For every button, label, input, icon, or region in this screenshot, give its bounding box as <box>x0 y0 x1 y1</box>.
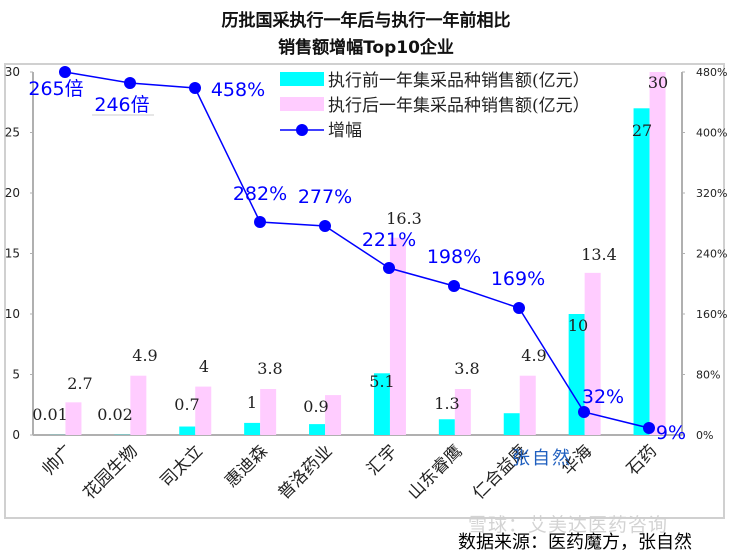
growth-marker <box>254 216 266 228</box>
bar-after <box>520 376 536 435</box>
bar-after-label: 13.4 <box>581 245 617 264</box>
data-source: 数据来源：医药魔方，张自然 <box>458 528 692 554</box>
growth-label: 9% <box>656 422 686 444</box>
bar-before-label: 5.1 <box>369 372 394 391</box>
bar-before-label: 1 <box>247 393 257 412</box>
y-left-tick: 20 <box>5 186 20 200</box>
bar-before-label: 0.9 <box>303 397 328 416</box>
bar-before-label: 0.02 <box>97 405 133 424</box>
legend-swatch-after <box>280 97 324 111</box>
bar-before <box>634 108 650 435</box>
growth-label: 32% <box>582 386 624 408</box>
growth-label: 265倍 <box>28 78 83 100</box>
bar-after-label: 3.8 <box>454 359 479 378</box>
x-category-label: 帅广 <box>39 441 77 479</box>
y-right-tick: 0% <box>696 429 713 442</box>
bar-before-label: 27 <box>632 121 652 140</box>
bar-before <box>179 427 195 435</box>
bar-after-label: 4 <box>199 357 209 376</box>
y-right-tick: 240% <box>696 248 727 261</box>
bar-after <box>260 389 276 435</box>
y-right-tick: 320% <box>696 187 727 200</box>
bar-before-label: 1.3 <box>434 394 459 413</box>
growth-marker <box>319 220 331 232</box>
bar-after-label: 2.7 <box>67 374 92 393</box>
y-right-tick: 80% <box>696 369 720 382</box>
legend-label-growth: 增幅 <box>328 121 362 141</box>
growth-label: 198% <box>427 246 481 268</box>
bar-after-label: 4.9 <box>521 346 546 365</box>
bar-after-label: 3.8 <box>257 359 282 378</box>
y-left-tick: 30 <box>5 65 20 79</box>
legend-label-before: 执行前一年集采品种销售额(亿元） <box>328 71 590 91</box>
bar-before <box>504 413 520 435</box>
y-left-tick: 5 <box>12 368 20 382</box>
growth-label: 458% <box>211 79 265 101</box>
x-category-label: 普洛药业 <box>274 441 336 503</box>
y-left-tick: 25 <box>5 126 20 140</box>
bar-after-label: 30 <box>648 73 668 92</box>
bar-before-label: 0.7 <box>174 395 199 414</box>
x-category-label: 汇宇 <box>363 441 401 479</box>
growth-marker <box>513 302 525 314</box>
author-mark: 张自然 <box>512 444 572 470</box>
growth-marker <box>124 77 136 89</box>
growth-label: 169% <box>491 268 545 290</box>
x-category-label: 石药 <box>623 441 661 479</box>
x-category-label: 山东睿鹰 <box>404 441 466 503</box>
bar-after-label: 16.3 <box>386 209 422 228</box>
x-category-label: 司太立 <box>157 441 207 491</box>
bar-before-label: 10 <box>568 316 588 335</box>
y-left-tick: 10 <box>5 307 20 321</box>
growth-marker <box>448 280 460 292</box>
legend-swatch-before <box>280 72 324 86</box>
bar-before <box>309 424 325 435</box>
growth-marker <box>383 262 395 274</box>
growth-marker <box>643 422 655 434</box>
growth-label: 277% <box>298 186 352 208</box>
y-left-tick: 0 <box>12 428 20 442</box>
bar-before <box>439 419 455 435</box>
growth-label: 221% <box>362 229 416 251</box>
legend-label-after: 执行后一年集采品种销售额(亿元） <box>328 96 590 116</box>
growth-label: 246倍 <box>94 94 149 116</box>
y-left-tick: 15 <box>5 247 20 261</box>
growth-label: 282% <box>233 183 287 205</box>
growth-marker <box>59 66 71 78</box>
x-category-label: 花园生物 <box>80 441 142 503</box>
y-right-tick: 400% <box>696 127 727 140</box>
bar-after <box>65 402 81 435</box>
legend-marker-growth <box>296 124 308 136</box>
y-right-tick: 160% <box>696 308 727 321</box>
bar-before <box>244 423 260 435</box>
x-category-label: 惠迪森 <box>221 441 271 491</box>
bar-after-label: 4.9 <box>132 346 157 365</box>
growth-marker <box>189 82 201 94</box>
y-right-tick: 480% <box>696 66 727 79</box>
bar-before-label: 0.01 <box>32 405 68 424</box>
